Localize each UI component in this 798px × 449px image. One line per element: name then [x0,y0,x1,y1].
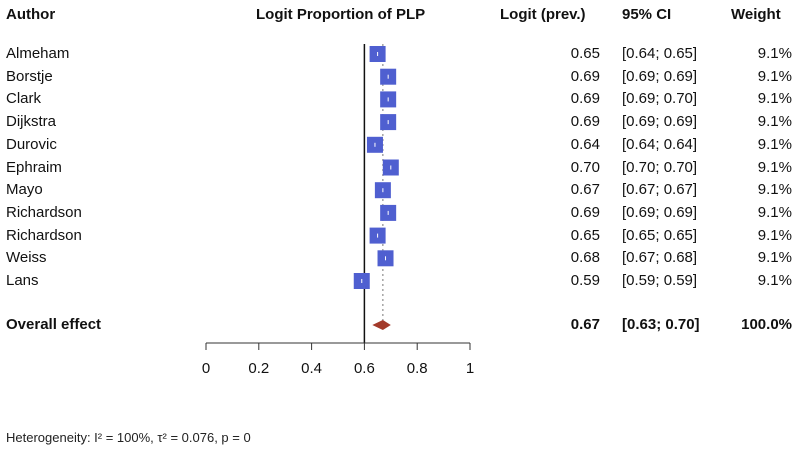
study-weight: 9.1% [757,249,792,267]
study-ci: [0.67; 0.67] [622,181,698,199]
overall-label: Overall effect [6,316,102,333]
study-row: Almeham 0.65 [0.64; 0.65] 9.1% [0,43,798,65]
study-weight: 9.1% [757,113,792,131]
study-ci: [0.64; 0.65] [622,45,698,62]
study-author: Weiss [6,249,47,267]
x-tick-label: 0.8 [407,360,428,377]
overall-ci: [0.63; 0.70] [622,316,700,333]
column-header-ci: 95% CI [622,6,672,23]
study-row: Clark 0.69 [0.69; 0.70] 9.1% [0,88,798,110]
study-row: Mayo 0.67 [0.67; 0.67] 9.1% [0,179,798,201]
study-ci: [0.69; 0.69] [622,67,698,85]
study-author: Almeham [6,45,70,62]
column-header-plot: Logit Proportion of PLP [256,6,426,23]
study-author: Borstje [6,67,53,85]
study-logit: 0.69 [570,67,600,85]
study-weight: 9.1% [757,90,792,108]
study-logit: 0.65 [570,226,600,244]
study-weight: 9.1% [757,203,792,221]
study-author: Clark [6,90,42,108]
column-header-logit: Logit (prev.) [500,6,586,23]
study-ci: [0.70; 0.70] [622,158,698,176]
study-ci: [0.67; 0.68] [622,249,698,267]
study-row: Borstje 0.69 [0.69; 0.69] 9.1% [0,66,798,88]
study-logit: 0.69 [570,113,600,131]
overall-weight: 100.0% [741,316,792,333]
study-ci: [0.69; 0.70] [622,90,698,108]
forest-plot: 0 0.2 0.4 0.6 0.8 1 [202,44,474,377]
study-ci: [0.64; 0.64] [622,135,698,153]
study-row: Weiss 0.68 [0.67; 0.68] 9.1% [0,247,798,269]
study-logit: 0.68 [570,249,600,267]
study-author: Richardson [6,226,82,244]
study-weight: 9.1% [757,135,792,153]
x-tick-label: 0.2 [248,360,269,377]
study-weight: 9.1% [757,67,792,85]
study-logit: 0.67 [570,181,600,199]
study-author: Mayo [6,181,43,199]
study-logit: 0.65 [570,45,600,62]
study-ci: [0.65; 0.65] [622,226,698,244]
study-logit: 0.64 [570,135,600,153]
study-logit: 0.69 [570,203,600,221]
study-weight: 9.1% [757,45,792,62]
heterogeneity-note: Heterogeneity: I² = 100%, τ² = 0.076, p … [6,430,251,445]
study-author: Dijkstra [6,113,57,131]
study-author: Ephraim [6,158,62,176]
study-logit: 0.69 [570,90,600,108]
study-logit: 0.70 [570,158,600,176]
study-author: Durovic [6,135,57,153]
study-weight: 9.1% [757,158,792,176]
study-weight: 9.1% [757,226,792,244]
study-row: Durovic 0.64 [0.64; 0.64] 9.1% [0,134,798,156]
x-tick-label: 0.6 [354,360,375,377]
overall-row: Overall effect 0.67 [0.63; 0.70] 100.0% [0,314,798,336]
x-tick-label: 1 [466,360,474,377]
study-ci: [0.69; 0.69] [622,113,698,131]
study-row: Richardson 0.65 [0.65; 0.65] 9.1% [0,225,798,247]
overall-logit: 0.67 [570,316,600,333]
x-tick-label: 0.4 [301,360,322,377]
study-row: Richardson 0.69 [0.69; 0.69] 9.1% [0,202,798,224]
study-author: Lans [6,272,39,289]
study-row: Lans 0.59 [0.59; 0.59] 9.1% [0,270,798,292]
study-weight: 9.1% [757,181,792,199]
study-ci: [0.69; 0.69] [622,203,698,221]
study-logit: 0.59 [570,272,600,289]
overall-diamond [372,320,391,330]
study-ci: [0.59; 0.59] [622,272,698,289]
x-tick-label: 0 [202,360,210,377]
study-row: Ephraim 0.70 [0.70; 0.70] 9.1% [0,157,798,179]
column-header-author: Author [6,6,56,23]
study-weight: 9.1% [757,272,792,289]
study-row: Dijkstra 0.69 [0.69; 0.69] 9.1% [0,111,798,133]
study-author: Richardson [6,203,82,221]
column-header-weight: Weight [731,6,781,23]
